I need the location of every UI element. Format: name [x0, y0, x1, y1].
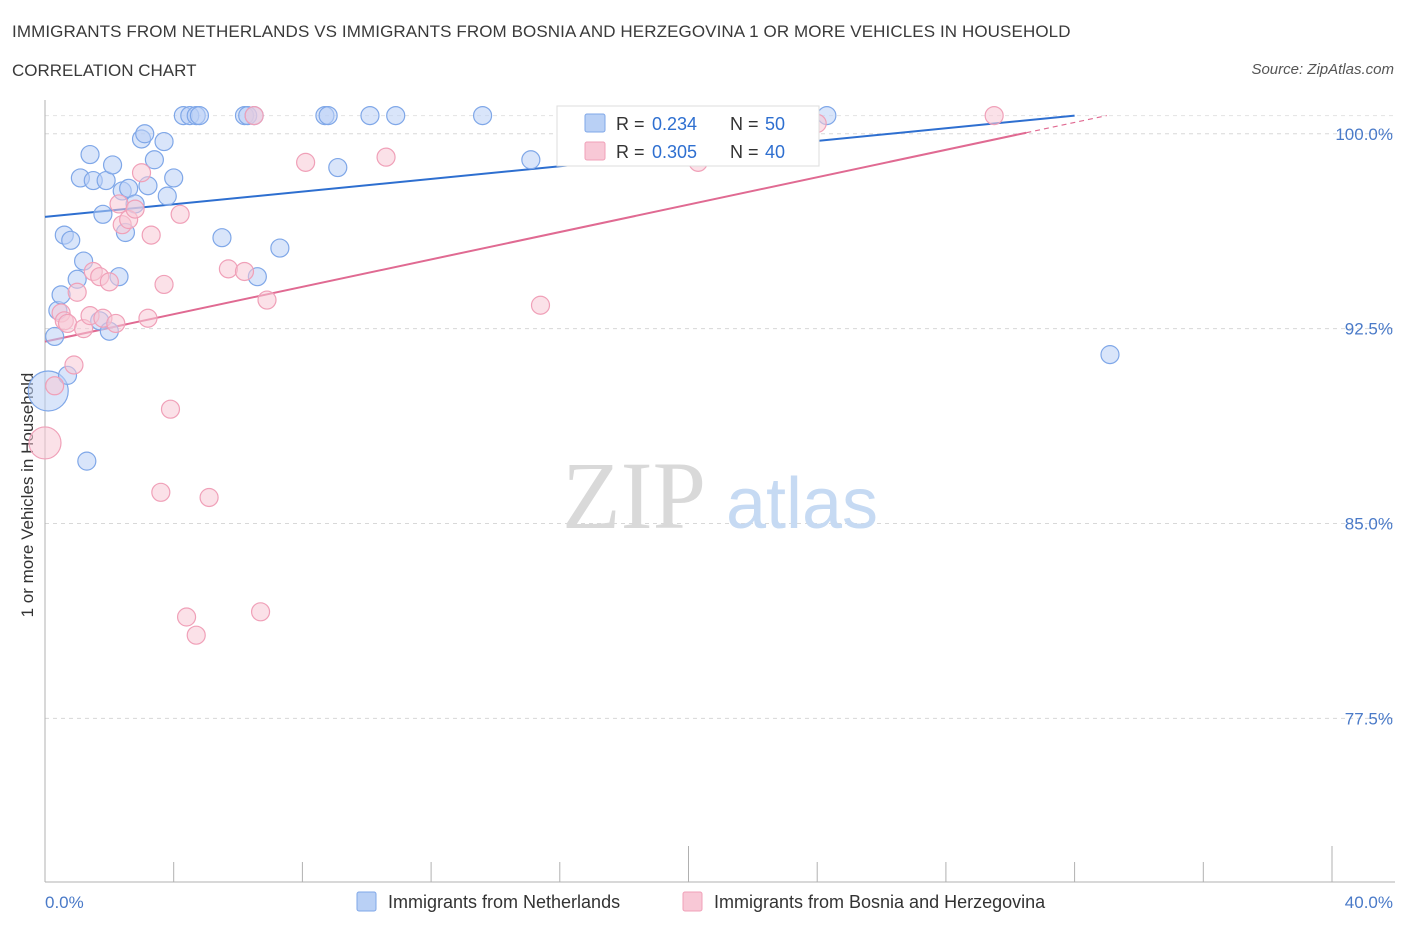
point-netherlands	[102, 155, 123, 175]
point-bosnia	[151, 482, 171, 502]
point-netherlands	[521, 150, 541, 170]
x-tick-label-min: 0.0%	[45, 893, 84, 912]
bottom-legend: Immigrants from Netherlands Immigrants f…	[356, 891, 1046, 912]
x-tick-label-max: 40.0%	[1345, 893, 1393, 912]
point-netherlands	[93, 204, 113, 224]
legend-r-value-2: 0.305	[652, 142, 697, 162]
legend-r-value-1: 0.234	[652, 114, 697, 134]
legend-n-value-2: 40	[765, 142, 785, 162]
point-bosnia	[106, 313, 126, 334]
point-bosnia	[257, 290, 277, 310]
point-netherlands	[144, 150, 164, 170]
legend-swatch-bosnia	[584, 141, 606, 161]
chart-subtitle: CORRELATION CHART	[12, 61, 197, 80]
legend-r-label-2: R =	[616, 142, 645, 162]
point-netherlands	[164, 168, 184, 188]
point-netherlands	[386, 105, 406, 126]
point-bosnia	[530, 295, 551, 315]
point-bosnia	[234, 261, 255, 282]
point-bosnia	[244, 105, 264, 126]
legend-n-label-2: N =	[730, 142, 759, 162]
y-tick-label: 100.0%	[1335, 125, 1393, 144]
point-netherlands	[154, 131, 174, 152]
point-bosnia	[109, 194, 129, 214]
chart-title: IMMIGRANTS FROM NETHERLANDS VS IMMIGRANT…	[12, 22, 1071, 41]
point-bosnia	[199, 487, 219, 508]
point-bosnia	[28, 426, 62, 460]
legend-r-label-1: R =	[616, 114, 645, 134]
point-bosnia	[131, 163, 152, 183]
point-netherlands	[360, 105, 380, 126]
point-netherlands	[472, 105, 493, 126]
legend-n-value-1: 50	[765, 114, 785, 134]
point-bosnia	[57, 313, 78, 334]
bottom-legend-label-netherlands: Immigrants from Netherlands	[388, 892, 620, 912]
legend-n-label-1: N =	[730, 114, 759, 134]
point-bosnia	[67, 282, 87, 302]
watermark: ZIP atlas	[562, 442, 878, 549]
point-bosnia	[176, 607, 197, 627]
gridlines	[45, 115, 1395, 719]
stats-legend: R = 0.234 N = 50 R = 0.305 N = 40	[556, 105, 820, 167]
point-bosnia	[250, 602, 271, 622]
point-netherlands	[135, 124, 155, 144]
x-tick-labels: 0.0% 40.0%	[45, 893, 1393, 912]
trend-line-bosnia-extension	[1026, 115, 1107, 134]
point-netherlands	[212, 228, 232, 248]
point-bosnia	[160, 399, 181, 419]
point-bosnia	[125, 199, 145, 219]
point-bosnia	[138, 308, 158, 328]
point-bosnia	[154, 274, 174, 295]
y-tick-label: 92.5%	[1345, 320, 1393, 339]
point-netherlands	[61, 230, 81, 250]
axes	[44, 100, 1395, 883]
y-tick-label: 85.0%	[1345, 514, 1393, 533]
legend-swatch-netherlands	[584, 113, 606, 133]
point-bosnia	[45, 376, 65, 396]
point-netherlands	[270, 238, 290, 258]
watermark-zip: ZIP	[562, 442, 706, 549]
point-netherlands	[77, 451, 97, 471]
point-netherlands	[80, 144, 100, 165]
point-netherlands	[328, 157, 348, 178]
point-bosnia	[296, 152, 316, 172]
point-netherlands	[189, 105, 210, 126]
y-tick-labels: 100.0% 92.5% 85.0% 77.5%	[1335, 125, 1393, 729]
point-bosnia	[984, 105, 1004, 126]
point-netherlands	[318, 105, 338, 126]
point-netherlands	[157, 186, 177, 206]
point-bosnia	[141, 225, 161, 245]
y-tick-label: 77.5%	[1345, 709, 1393, 728]
chart-source: Source: ZipAtlas.com	[1251, 61, 1394, 78]
data-points	[27, 105, 1120, 645]
bottom-legend-label-bosnia: Immigrants from Bosnia and Herzegovina	[714, 892, 1046, 912]
trend-line-bosnia	[44, 131, 1027, 343]
bottom-legend-swatch-netherlands	[356, 891, 377, 912]
watermark-atlas: atlas	[726, 464, 878, 544]
point-netherlands	[51, 285, 71, 305]
point-bosnia	[376, 147, 396, 167]
bottom-legend-swatch-bosnia	[682, 891, 703, 912]
point-bosnia	[218, 259, 238, 279]
point-bosnia	[186, 625, 206, 645]
point-netherlands	[1100, 345, 1120, 365]
point-netherlands	[45, 326, 65, 347]
point-bosnia	[99, 272, 119, 292]
point-bosnia	[64, 355, 84, 375]
point-bosnia	[170, 204, 190, 224]
